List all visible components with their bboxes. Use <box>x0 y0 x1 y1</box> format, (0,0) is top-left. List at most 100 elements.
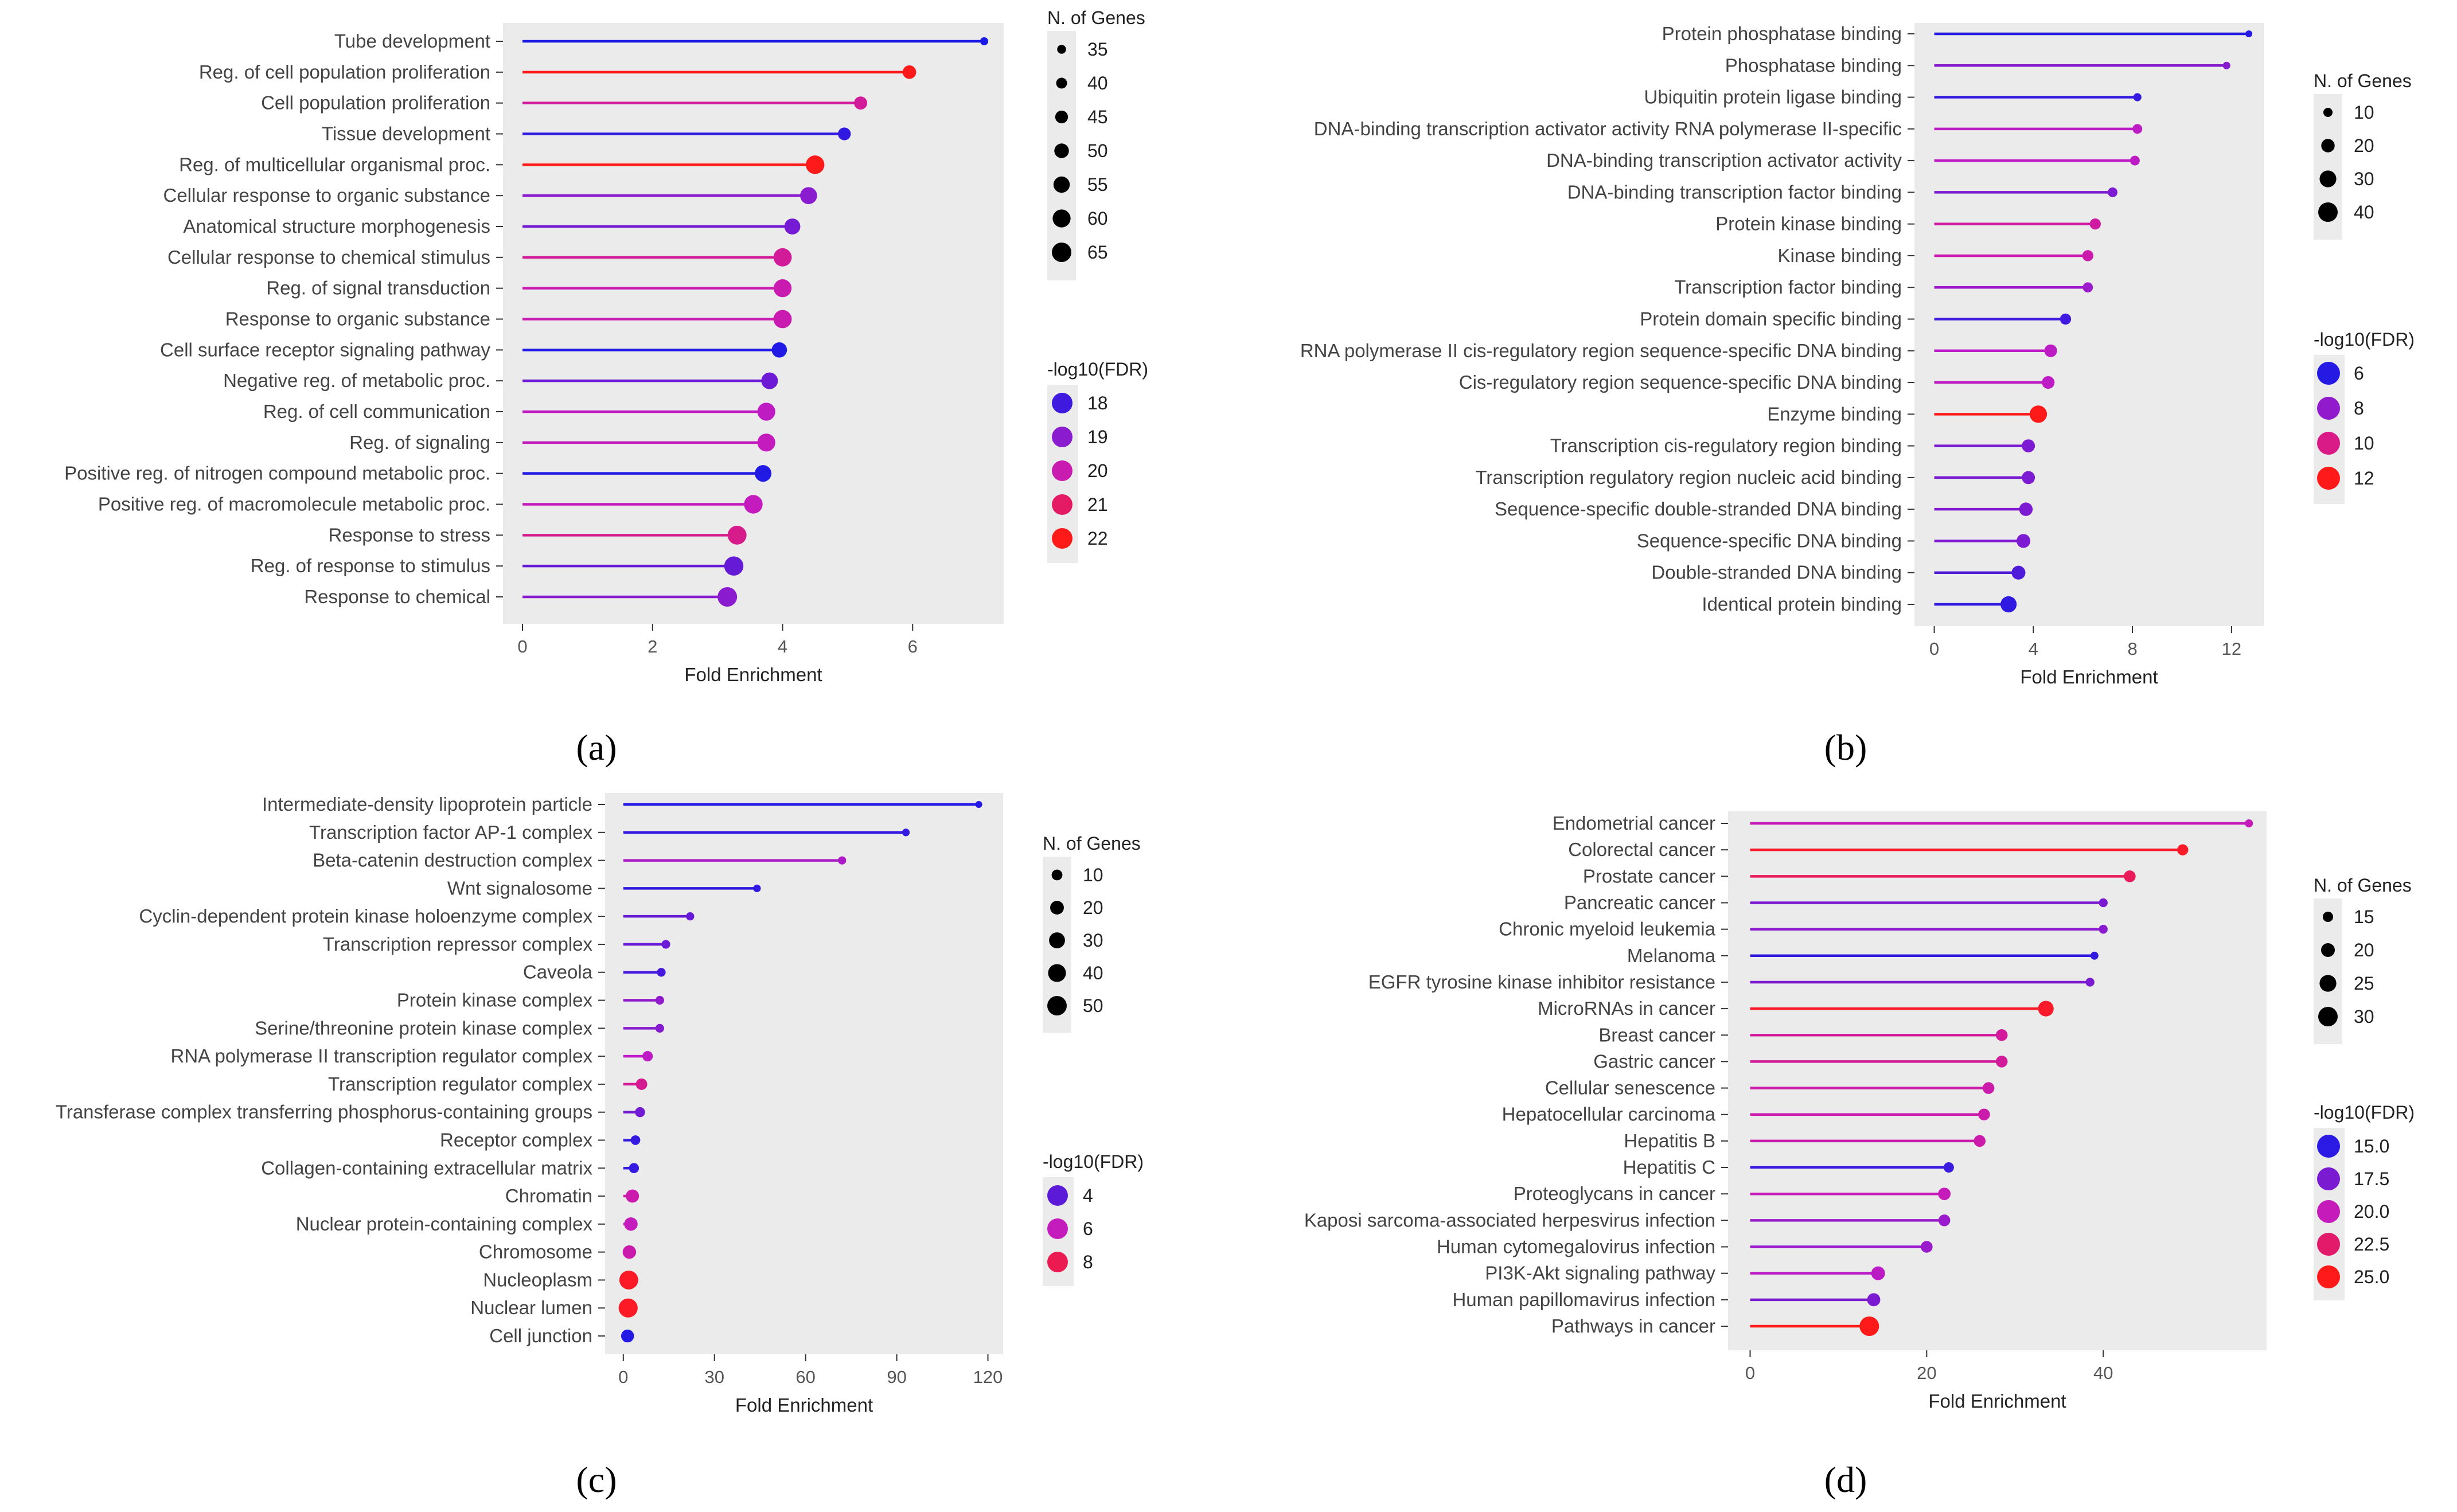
size-legend-dot <box>2318 1007 2338 1026</box>
size-legend-label: 40 <box>1083 963 1103 983</box>
term-label: RNA polymerase II cis-regulatory region … <box>1300 340 1902 361</box>
panel-tag: (b) <box>1824 727 1867 768</box>
lollipop-point <box>2245 30 2253 37</box>
color-legend-title: -log10(FDR) <box>1043 1151 1144 1172</box>
lollipop-point <box>2099 898 2108 908</box>
lollipop-point <box>2089 218 2101 230</box>
x-tick-label: 2 <box>648 636 657 657</box>
lollipop-point <box>757 433 775 452</box>
color-legend-dot <box>1052 494 1072 515</box>
x-tick-label: 40 <box>2093 1363 2113 1383</box>
lollipop-point <box>753 884 761 892</box>
term-label: Colorectal cancer <box>1568 839 1715 860</box>
x-tick-label: 0 <box>517 636 527 657</box>
color-legend-dot <box>2317 1135 2340 1158</box>
lollipop-point <box>1921 1241 1933 1253</box>
lollipop-point <box>2133 93 2142 101</box>
size-legend-dot <box>2322 911 2334 923</box>
lollipop-point <box>2011 565 2026 580</box>
lollipop-point <box>626 1189 639 1203</box>
color-legend-label: 22.5 <box>2354 1234 2389 1255</box>
lollipop-point <box>1978 1108 1990 1121</box>
lollipop-point <box>2019 502 2033 516</box>
lollipop-point <box>2090 951 2099 960</box>
term-label: Protein domain specific binding <box>1640 308 1902 330</box>
plot-background <box>1914 23 2264 626</box>
lollipop-point <box>838 856 847 865</box>
size-legend-dot <box>1050 901 1064 915</box>
lollipop-point <box>773 248 792 267</box>
size-legend-dot <box>1052 209 1071 228</box>
lollipop-point <box>717 587 738 607</box>
color-legend-dot <box>2317 1265 2340 1288</box>
lollipop-point <box>1859 1316 1879 1336</box>
term-label: Kinase binding <box>1778 245 1902 266</box>
size-legend-dot <box>1051 869 1063 881</box>
size-legend-label: 40 <box>2354 202 2374 222</box>
term-label: Tissue development <box>322 123 490 144</box>
lollipop-point <box>624 1217 638 1231</box>
size-legend-dot <box>1057 45 1066 54</box>
lollipop-point <box>727 525 747 545</box>
x-tick-label: 120 <box>973 1367 1003 1387</box>
x-tick-label: 6 <box>908 636 918 657</box>
term-label: Positive reg. of macromolecule metabolic… <box>98 494 490 515</box>
color-legend-label: 20.0 <box>2354 1201 2389 1222</box>
term-label: Human papillomavirus infection <box>1452 1289 1715 1310</box>
term-label: Pancreatic cancer <box>1564 892 1715 913</box>
term-label: Collagen-containing extracellular matrix <box>261 1157 592 1178</box>
lollipop-point <box>975 801 982 808</box>
color-legend-label: 18 <box>1087 393 1108 413</box>
lollipop-point <box>755 465 772 482</box>
term-label: Phosphatase binding <box>1725 54 1902 76</box>
term-label: Prostate cancer <box>1583 865 1715 886</box>
lollipop-point <box>2099 924 2108 934</box>
lollipop-point <box>806 155 825 174</box>
lollipop-point <box>2130 155 2140 166</box>
term-label: Endometrial cancer <box>1553 812 1715 834</box>
lollipop-point <box>2060 313 2072 325</box>
x-tick-label: 20 <box>1917 1363 1936 1383</box>
lollipop-point <box>1871 1266 1885 1280</box>
panel-tag: (a) <box>576 727 617 768</box>
lollipop-point <box>2029 405 2047 423</box>
term-label: Anatomical structure morphogenesis <box>183 216 490 237</box>
size-legend-dot <box>1053 176 1070 193</box>
lollipop-point <box>621 1329 634 1343</box>
lollipop-point <box>655 995 664 1005</box>
chart-panel-4: Endometrial cancer Colorectal cancer Prost… <box>1304 811 2415 1500</box>
lollipop-point <box>2132 124 2143 134</box>
size-legend-dot <box>1056 77 1067 89</box>
size-legend-label: 15 <box>2354 907 2374 927</box>
size-legend-label: 30 <box>2354 1006 2374 1027</box>
color-legend-label: 8 <box>2354 398 2364 419</box>
chart-panel-1: Tube development Reg. of cell population … <box>64 7 1148 768</box>
term-label: DNA-binding transcription factor binding <box>1567 181 1902 202</box>
term-label: EGFR tyrosine kinase inhibitor resistanc… <box>1368 971 1715 993</box>
size-legend-label: 60 <box>1087 208 1108 229</box>
term-label: Reg. of cell communication <box>263 401 490 422</box>
color-legend-label: 6 <box>2354 363 2364 384</box>
term-label: Positive reg. of nitrogen compound metab… <box>64 463 490 484</box>
term-label: Protein phosphatase binding <box>1662 23 1902 44</box>
color-legend-dot <box>2317 1167 2340 1190</box>
size-legend-dot <box>1049 932 1065 948</box>
plot-background <box>503 23 1004 624</box>
lollipop-point <box>771 342 787 358</box>
term-label: Proteoglycans in cancer <box>1514 1183 1715 1204</box>
term-label: Breast cancer <box>1598 1024 1715 1045</box>
lollipop-point <box>2124 870 2136 882</box>
lollipop-point <box>661 940 670 949</box>
term-label: Transcription factor binding <box>1674 276 1902 298</box>
x-axis-title: Fold Enrichment <box>684 664 822 685</box>
lollipop-point <box>2085 978 2095 987</box>
size-legend-title: N. of Genes <box>2314 875 2412 896</box>
size-legend-dot <box>2319 975 2337 992</box>
lollipop-point <box>784 218 801 235</box>
size-legend-label: 25 <box>2354 973 2374 994</box>
lollipop-point <box>629 1163 639 1174</box>
size-legend-label: 50 <box>1083 995 1103 1016</box>
lollipop-point <box>2042 376 2055 389</box>
term-label: Hepatocellular carcinoma <box>1502 1104 1716 1125</box>
color-legend-label: 21 <box>1087 494 1108 515</box>
